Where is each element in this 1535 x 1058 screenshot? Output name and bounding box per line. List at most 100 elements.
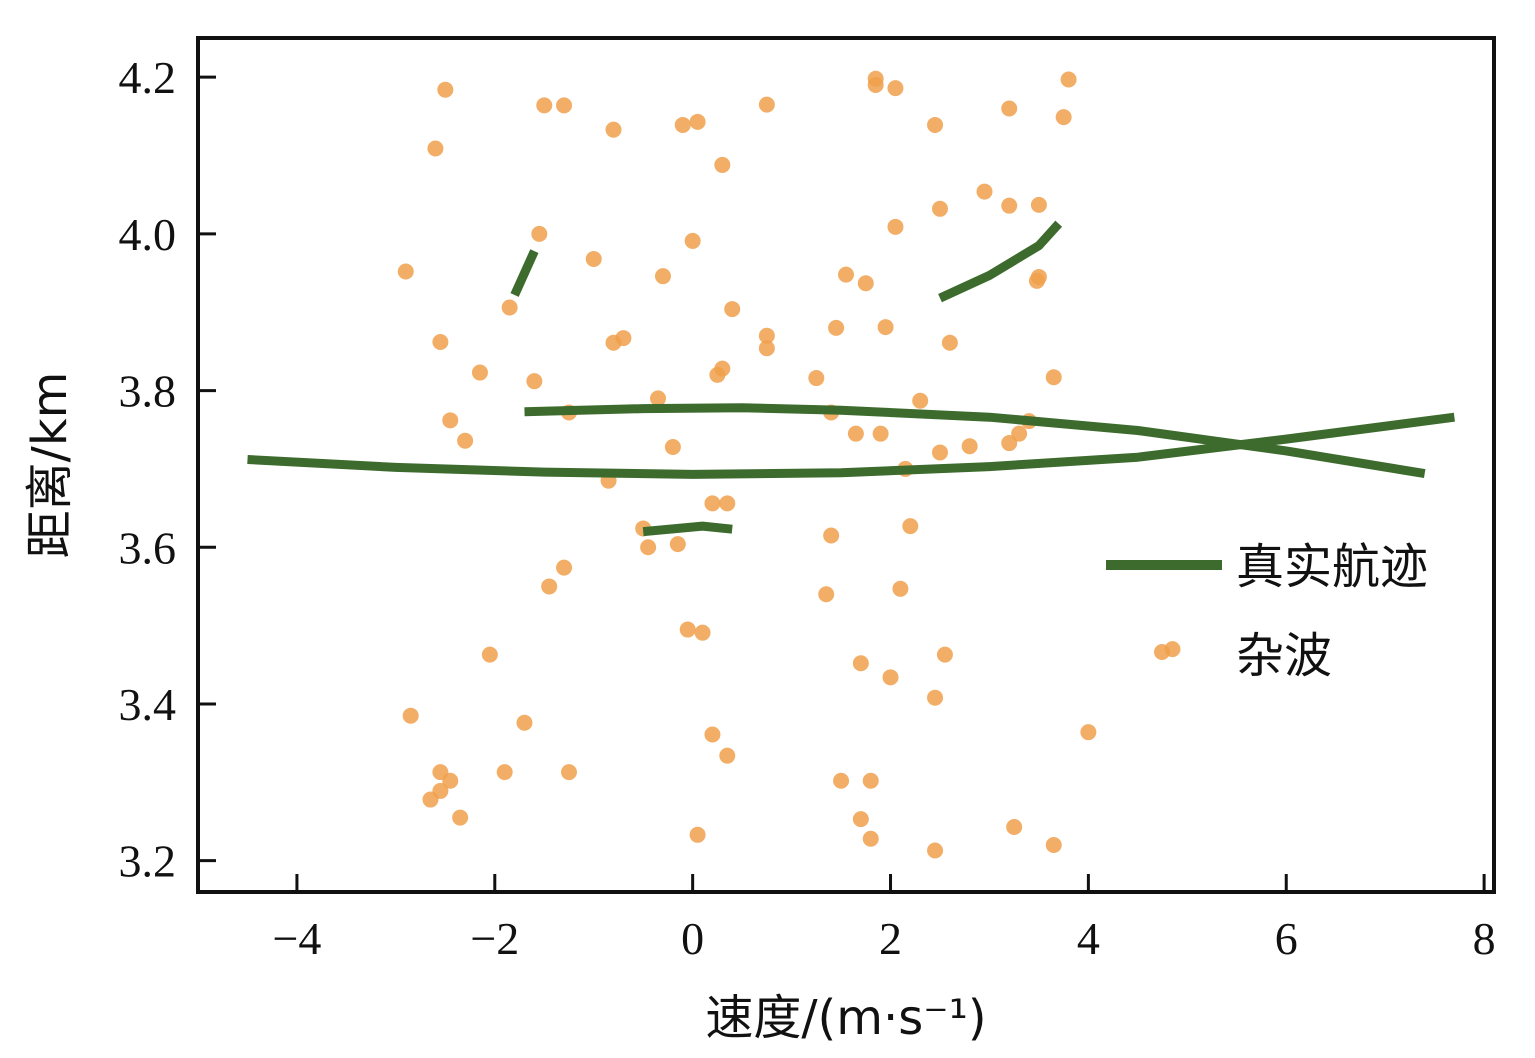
clutter-point [452,809,469,826]
clutter-point [867,77,884,94]
clutter-point [669,536,686,553]
clutter-point [828,319,845,336]
clutter-point [902,518,919,535]
clutter-point [526,373,543,390]
clutter-point [892,580,909,597]
clutter-point [684,232,701,249]
clutter-point [402,707,419,724]
clutter-point [719,495,736,512]
clutter-point [833,772,850,789]
clutter-point [457,432,474,449]
clutter-point [585,250,602,267]
clutter-point [877,319,894,336]
clutter-point [531,225,548,242]
clutter-point [961,438,978,455]
clutter-point [1001,197,1018,214]
clutter-point [481,646,498,663]
clutter-point [1045,369,1062,386]
clutter-point [560,764,577,781]
track-segment [642,521,733,537]
clutter-point [941,334,958,351]
clutter-point [927,689,944,706]
clutter-point [758,340,775,357]
clutter-point [442,772,459,789]
clutter-point [838,266,854,283]
legend-track-label: 真实航迹 [1236,539,1428,595]
clutter-point [927,842,944,859]
clutter-point [709,366,726,383]
clutter-point [496,764,513,781]
x-tick-label: 4 [1077,913,1100,964]
y-tick-label: 3.6 [119,522,177,573]
clutter-point [862,830,879,847]
y-tick-label: 3.8 [119,366,177,417]
clutter-point [857,275,874,292]
clutter-point [719,747,736,764]
clutter-point [654,268,671,285]
clutter-point [1030,196,1047,213]
clutter-point [442,412,459,429]
x-axis-label: 速度/(m·s⁻¹) [705,990,986,1046]
clutter-point [887,218,904,235]
y-tick-label: 4.2 [119,52,177,103]
x-tick-label: −4 [272,913,321,964]
clutter-point [437,81,454,98]
clutter-point [1080,724,1097,741]
clutter-point [847,425,864,442]
clutter-point [556,559,573,576]
clutter-point [556,97,573,114]
clutter-point [689,113,706,130]
clutter-point [887,80,904,97]
clutter-point [605,121,622,138]
legend: 真实航迹 杂波 [1106,539,1428,684]
clutter-point [1011,425,1028,442]
clutter-point [605,334,622,351]
clutter-point [516,714,533,731]
clutter-point [927,116,944,133]
x-tick-label: 2 [879,913,902,964]
y-axis: 3.2 3.4 3.6 3.8 4.0 4.2 [119,52,216,887]
clutter-point [823,527,840,544]
clutter-point [704,495,721,512]
x-tick-label: −2 [470,913,519,964]
x-tick-label: 6 [1275,913,1298,964]
track-segment [524,403,1426,479]
y-tick-label: 3.2 [119,836,177,887]
clutter-point [694,624,711,641]
clutter-point [724,301,741,318]
clutter-point [976,183,993,200]
x-tick-label: 0 [681,913,704,964]
clutter-point [1060,71,1077,88]
clutter-point [818,586,835,603]
clutter-point [1006,818,1023,835]
clutter-point [862,772,879,789]
clutter-point [471,364,488,381]
clutter-points [397,70,1181,859]
clutter-point [432,333,449,350]
legend-clutter-label: 杂波 [1236,628,1332,684]
track-segment [938,220,1063,303]
true-track-lines [247,220,1455,537]
clutter-point [1001,100,1018,117]
y-tick-label: 4.0 [119,209,177,260]
clutter-point [422,791,439,808]
y-axis-label: 距离/km [22,372,78,559]
clutter-point [536,97,553,114]
clutter-point [931,444,948,461]
clutter-point [936,646,953,663]
clutter-point [758,327,775,344]
clutter-point [689,826,706,843]
clutter-point [704,726,721,743]
clutter-point [541,578,558,595]
clutter-point [501,299,518,316]
clutter-point [664,438,681,455]
x-axis: −4 −2 0 2 4 6 8 [272,874,1496,964]
clutter-point [852,811,869,828]
clutter-point [931,200,948,217]
plot-frame [196,36,1496,894]
clutter-point [758,96,775,113]
clutter-point [872,425,889,442]
x-tick-label: 8 [1473,913,1496,964]
clutter-point [714,156,731,173]
